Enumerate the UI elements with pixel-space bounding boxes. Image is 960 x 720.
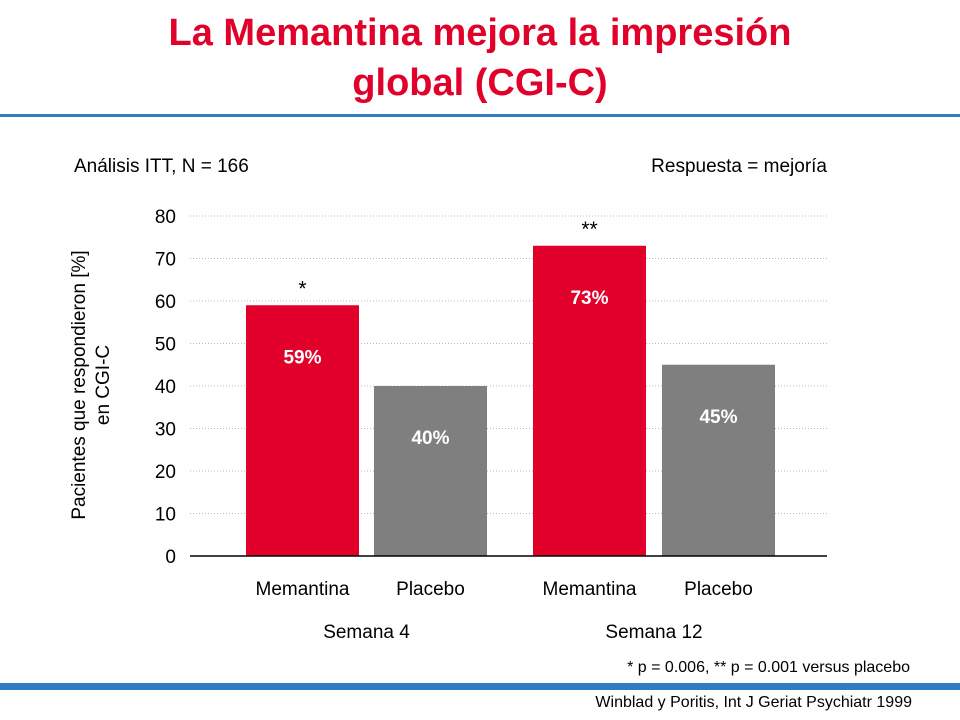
y-tick-label: 80	[155, 207, 176, 228]
bar	[246, 305, 359, 556]
y-tick-label: 40	[155, 377, 176, 398]
category-label: Memantina	[256, 579, 350, 600]
y-tick-label: 30	[155, 420, 176, 441]
bar	[533, 245, 646, 556]
bar-value-label: 45%	[699, 407, 737, 428]
analysis-subtitle: Análisis ITT, N = 166	[74, 156, 249, 177]
category-label: Placebo	[396, 579, 465, 600]
y-tick-label: 60	[155, 292, 176, 313]
y-tick-label: 70	[155, 250, 176, 271]
y-tick-label: 10	[155, 505, 176, 526]
bar	[374, 386, 487, 556]
group-label-week-4: Semana 4	[323, 622, 410, 643]
significance-footnote: * p = 0.006, ** p = 0.001 versus placebo	[627, 659, 910, 676]
significance-marker: **	[581, 218, 597, 241]
bar-value-label: 40%	[411, 428, 449, 449]
y-tick-label: 0	[165, 547, 176, 568]
response-subtitle: Respuesta = mejoría	[651, 156, 827, 177]
bottom-divider	[0, 683, 960, 690]
title-divider	[0, 114, 960, 117]
significance-marker: *	[298, 277, 306, 300]
bar-value-label: 73%	[570, 288, 608, 309]
category-label: Memantina	[543, 579, 637, 600]
category-label: Placebo	[684, 579, 753, 600]
bar	[662, 364, 775, 556]
group-label-week-12: Semana 12	[605, 622, 703, 643]
bar-value-label: 59%	[283, 347, 321, 368]
y-tick-label: 20	[155, 462, 176, 483]
title-line-1: La Memantina mejora la impresión	[168, 12, 792, 54]
title-line-2: global (CGI-C)	[352, 62, 608, 104]
y-tick-label: 50	[155, 335, 176, 356]
slide-title: La Memantina mejora la impresión global …	[0, 8, 960, 108]
citation: Winblad y Poritis, Int J Geriat Psychiat…	[595, 694, 912, 711]
